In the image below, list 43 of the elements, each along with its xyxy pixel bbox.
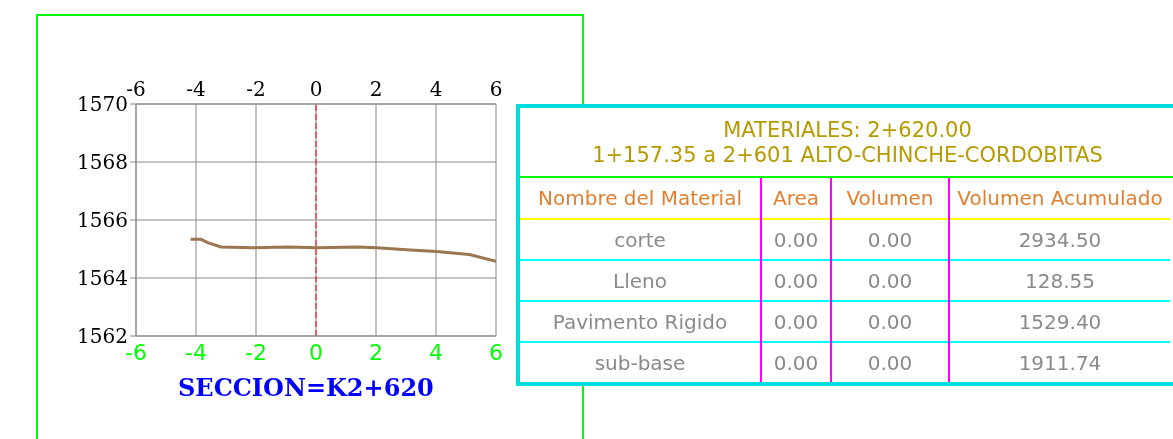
line-series bbox=[189, 237, 496, 263]
x2-tick-label: -2 bbox=[245, 339, 267, 365]
x-tick-label: 4 bbox=[429, 77, 443, 101]
x-tick-label: -2 bbox=[246, 77, 266, 101]
text: MATERIALES: 2+620.00 bbox=[722, 118, 973, 143]
x-tick-label: 2 bbox=[369, 77, 383, 101]
y-tick-label: 1562 bbox=[77, 324, 128, 349]
data-label: 0.00 bbox=[831, 301, 949, 342]
y-tick-label: 1566 bbox=[77, 208, 128, 233]
x-tick-label: -6 bbox=[126, 77, 146, 101]
text: Volumen bbox=[831, 178, 949, 219]
x2-tick-label: 6 bbox=[489, 339, 503, 365]
x2-tick-label: 0 bbox=[309, 339, 323, 365]
data-label: 0.00 bbox=[831, 219, 949, 260]
data-label: 0.00 bbox=[761, 260, 831, 301]
x2-tick-label: -6 bbox=[125, 339, 147, 365]
y-tick-label: 1570 bbox=[77, 92, 128, 117]
text: Volumen Acumulado bbox=[949, 178, 1170, 219]
data-label: 0.00 bbox=[761, 219, 831, 260]
data-label: 128.55 bbox=[949, 260, 1170, 301]
category-label: sub-base bbox=[593, 349, 687, 377]
series-label: Area bbox=[761, 178, 831, 219]
data-label: 0.00 bbox=[761, 301, 831, 342]
x-tick-label: 0 bbox=[309, 77, 323, 101]
x2-tick-label: 4 bbox=[429, 339, 443, 365]
data-label: 0.00 bbox=[761, 342, 831, 382]
x-tick-label: 6 bbox=[489, 77, 503, 101]
x2-tick-label: 2 bbox=[369, 339, 383, 365]
category-label: Pavimento Rigido bbox=[551, 308, 729, 336]
y-tick-label: 1564 bbox=[77, 266, 128, 291]
x2-tick-label: -4 bbox=[185, 339, 207, 365]
y-tick-label: 1568 bbox=[77, 150, 128, 175]
data-label: 1529.40 bbox=[949, 301, 1170, 342]
x-tick-label: -4 bbox=[186, 77, 206, 101]
data-label: 0.00 bbox=[831, 260, 949, 301]
category-label: corte bbox=[613, 226, 667, 254]
data-label: 0.00 bbox=[831, 342, 949, 382]
text: Nombre del Material bbox=[537, 185, 743, 212]
text: 1+157.35 a 2+601 ALTO-CHINCHE-CORDOBITAS bbox=[591, 143, 1104, 168]
category-label: Lleno bbox=[612, 267, 668, 295]
text: SECCION=K2+620 bbox=[178, 373, 434, 402]
data-label: 1911.74 bbox=[949, 342, 1170, 382]
data-label: 2934.50 bbox=[949, 219, 1170, 260]
